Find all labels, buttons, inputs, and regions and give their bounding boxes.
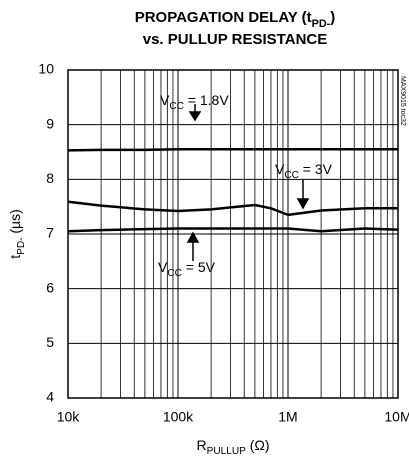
x-tick-label: 10k <box>57 409 81 425</box>
text-segment: = 5V <box>182 259 216 275</box>
text-segment: ) <box>330 9 335 26</box>
y-tick-label: 10 <box>38 61 54 77</box>
y-tick-label: 4 <box>46 389 54 405</box>
y-tick-label: 9 <box>46 115 54 131</box>
x-tick-label: 10M <box>384 409 409 425</box>
text-segment: V <box>275 161 285 177</box>
text-segment: (µs) <box>7 209 23 237</box>
x-tick-label: 1M <box>278 409 297 425</box>
series-label: VCC = 5V <box>158 259 216 279</box>
y-tick-label: 8 <box>46 170 54 186</box>
series-label: VCC = 3V <box>275 161 333 181</box>
annotation-arrows <box>186 104 310 261</box>
arrow-head <box>188 111 202 122</box>
arrow-head <box>296 198 310 210</box>
text-segment: R <box>196 437 206 453</box>
y-tick-label: 6 <box>46 279 54 295</box>
text-segment: CC <box>167 268 182 279</box>
text-segment: CC <box>284 170 299 181</box>
text-segment: vs. PULLUP RESISTANCE <box>143 31 327 48</box>
y-axis-label: tPD- (µs) <box>7 209 27 259</box>
y-tick-label: 5 <box>46 334 54 350</box>
text-segment: V <box>160 92 170 108</box>
text-segment: = 3V <box>299 161 333 177</box>
series-label: VCC = 1.8V <box>160 92 229 112</box>
series-line <box>67 200 398 217</box>
text-segment: PD- <box>16 238 27 255</box>
side-note: MAX9015 toc32 <box>399 76 406 126</box>
x-tick-label: 100k <box>163 409 194 425</box>
plot-frame <box>67 69 399 399</box>
series-line <box>67 148 398 152</box>
text-segment: PROPAGATION DELAY (t <box>135 9 312 26</box>
chart-title: vs. PULLUP RESISTANCE <box>143 31 327 48</box>
text-segment: V <box>158 259 168 275</box>
arrow-head <box>186 231 200 243</box>
text-segment: t <box>7 255 23 259</box>
text-segment: (Ω) <box>246 437 270 453</box>
text-segment: = 1.8V <box>184 92 229 108</box>
series-line <box>67 227 399 233</box>
text-segment: PD- <box>312 18 331 30</box>
y-tick-label: 7 <box>46 225 54 241</box>
x-axis-label: RPULLUP (Ω) <box>196 437 269 457</box>
text-segment: CC <box>169 101 184 112</box>
text-segment: PULLUP <box>207 446 246 457</box>
chart-title: PROPAGATION DELAY (tPD-) <box>135 9 336 30</box>
